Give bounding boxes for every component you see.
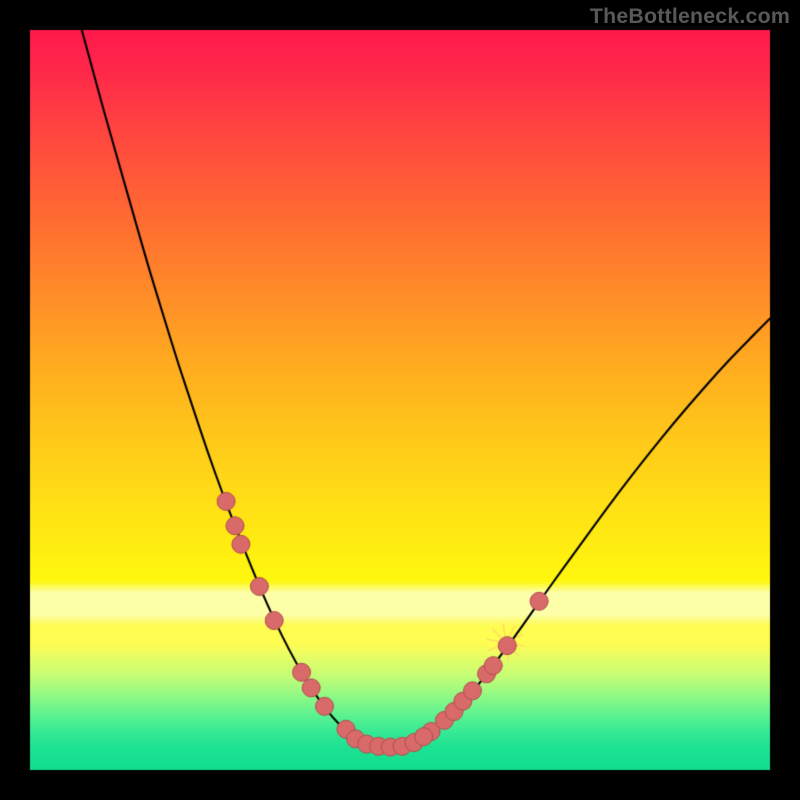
bottleneck-chart-canvas — [0, 0, 800, 800]
watermark-text: TheBottleneck.com — [590, 4, 790, 29]
chart-container: TheBottleneck.com — [0, 0, 800, 800]
